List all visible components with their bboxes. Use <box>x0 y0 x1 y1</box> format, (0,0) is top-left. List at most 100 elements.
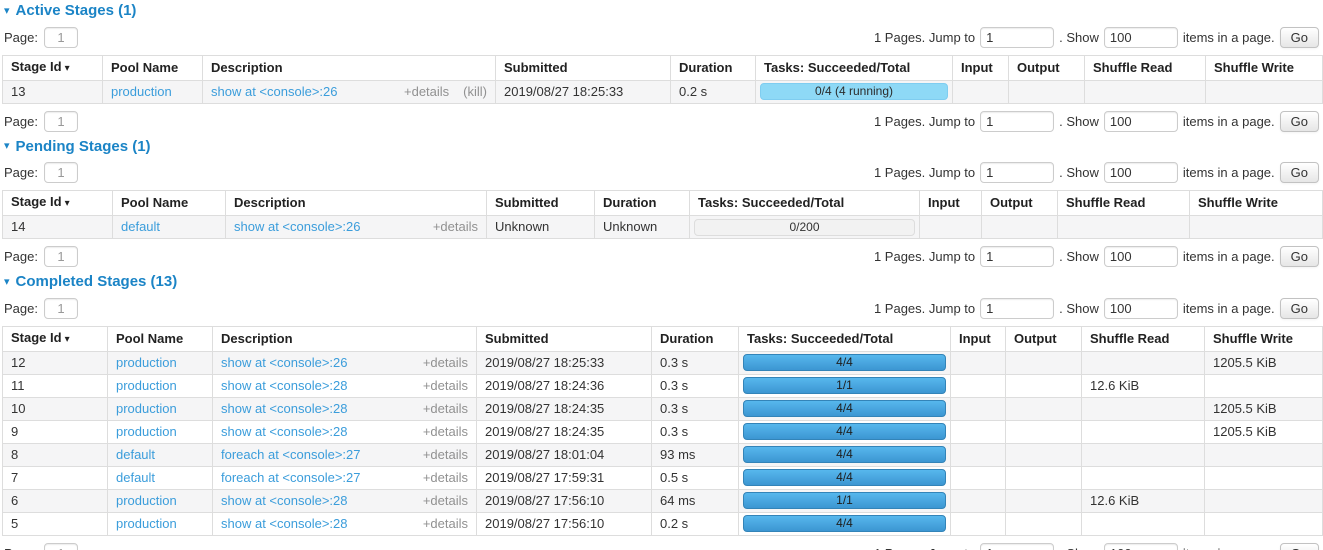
description-link[interactable]: show at <console>:28 <box>221 378 348 393</box>
column-header-input[interactable]: Input <box>950 325 1006 352</box>
column-header-duration[interactable]: Duration <box>594 190 690 216</box>
stage-id: 10 <box>11 400 26 416</box>
section-header-active-stages[interactable]: ▾ Active Stages (1) <box>4 2 1319 20</box>
column-header-label: Submitted <box>485 330 549 346</box>
jump-to-page-input[interactable] <box>980 110 1055 132</box>
pool-name-link[interactable]: production <box>116 377 177 393</box>
column-header-stage-id[interactable]: Stage Id ▾ <box>2 325 108 352</box>
column-header-input[interactable]: Input <box>919 190 982 216</box>
page-number-input[interactable] <box>43 162 78 183</box>
column-header-description[interactable]: Description <box>225 190 487 216</box>
details-toggle[interactable]: +details <box>422 492 468 508</box>
description-link[interactable]: show at <console>:28 <box>221 516 348 531</box>
column-header-submitted[interactable]: Submitted <box>476 325 652 352</box>
duration-value: Unknown <box>603 219 658 234</box>
pool-name-link[interactable]: production <box>116 515 177 531</box>
section-header-pending-stages[interactable]: ▾ Pending Stages (1) <box>4 138 1319 156</box>
column-header-output[interactable]: Output <box>1008 54 1085 81</box>
column-header-stage-id[interactable]: Stage Id ▾ <box>2 190 113 216</box>
details-toggle[interactable]: +details <box>432 219 478 234</box>
jump-to-page-input[interactable] <box>980 297 1055 319</box>
jump-to-page-input[interactable] <box>980 246 1055 267</box>
page-number-input[interactable] <box>43 26 78 48</box>
kill-link[interactable]: (kill) <box>463 83 487 99</box>
pool-name-link[interactable]: production <box>111 83 172 99</box>
details-toggle[interactable]: +details <box>404 83 450 99</box>
items-per-page-input[interactable] <box>1103 246 1178 267</box>
column-header-pool-name[interactable]: Pool Name <box>107 325 213 352</box>
column-header-label: Output <box>990 195 1033 210</box>
submitted-value: 2019/08/27 17:59:31 <box>485 469 605 485</box>
column-header-shuffle-read[interactable]: Shuffle Read <box>1081 325 1205 352</box>
jump-to-page-input[interactable] <box>980 26 1055 48</box>
pool-name-link[interactable]: production <box>116 492 177 508</box>
column-header-tasks-succeeded-total[interactable]: Tasks: Succeeded/Total <box>689 190 920 216</box>
go-button[interactable]: Go <box>1279 246 1319 267</box>
column-header-label: Shuffle Write <box>1198 195 1278 210</box>
column-header-output[interactable]: Output <box>981 190 1058 216</box>
column-header-shuffle-read[interactable]: Shuffle Read <box>1084 54 1206 81</box>
column-header-submitted[interactable]: Submitted <box>486 190 595 216</box>
go-button[interactable]: Go <box>1279 26 1319 48</box>
column-header-input[interactable]: Input <box>952 54 1009 81</box>
description-link[interactable]: show at <console>:28 <box>221 401 348 416</box>
description-link[interactable]: show at <console>:26 <box>211 84 338 99</box>
column-header-shuffle-write[interactable]: Shuffle Write <box>1204 325 1323 352</box>
column-header-duration[interactable]: Duration <box>670 54 756 81</box>
column-header-shuffle-write[interactable]: Shuffle Write <box>1205 54 1323 81</box>
description-link[interactable]: show at <console>:28 <box>221 493 348 508</box>
details-toggle[interactable]: +details <box>422 354 468 370</box>
description-link[interactable]: foreach at <console>:27 <box>221 447 361 462</box>
description-link[interactable]: show at <console>:26 <box>234 220 361 234</box>
column-header-description[interactable]: Description <box>212 325 477 352</box>
items-per-page-input[interactable] <box>1103 542 1178 550</box>
page-number-input[interactable] <box>43 246 78 267</box>
description-link[interactable]: foreach at <console>:27 <box>221 470 361 485</box>
pool-name-link[interactable]: default <box>116 446 156 462</box>
items-per-page-input[interactable] <box>1103 162 1178 183</box>
page-number-input[interactable] <box>43 297 78 319</box>
details-toggle[interactable]: +details <box>422 400 468 416</box>
description-link[interactable]: show at <console>:28 <box>221 424 348 439</box>
column-header-stage-id[interactable]: Stage Id ▾ <box>2 54 103 81</box>
go-button[interactable]: Go <box>1279 162 1319 183</box>
pool-name-link[interactable]: production <box>116 400 177 416</box>
details-toggle[interactable]: +details <box>422 446 468 462</box>
items-per-page-input[interactable] <box>1103 26 1178 48</box>
description-wrap: show at <console>:28 +details <box>221 377 468 393</box>
description-link[interactable]: show at <console>:26 <box>221 355 348 370</box>
jump-to-page-input[interactable] <box>980 542 1055 550</box>
page-number-input[interactable] <box>43 542 78 550</box>
column-header-pool-name[interactable]: Pool Name <box>102 54 203 81</box>
column-header-shuffle-read[interactable]: Shuffle Read <box>1057 190 1190 216</box>
pool-name-link[interactable]: production <box>116 354 177 370</box>
page-control: Page: <box>2 246 78 267</box>
go-button[interactable]: Go <box>1279 542 1319 550</box>
column-header-tasks-succeeded-total[interactable]: Tasks: Succeeded/Total <box>738 325 951 352</box>
column-header-submitted[interactable]: Submitted <box>495 54 671 81</box>
show-label: . Show <box>1059 29 1099 45</box>
details-toggle[interactable]: +details <box>422 377 468 393</box>
details-toggle[interactable]: +details <box>422 469 468 485</box>
details-toggle[interactable]: +details <box>422 423 468 439</box>
pool-name-link[interactable]: default <box>116 469 156 485</box>
pool-name-link[interactable]: default <box>121 219 161 234</box>
items-per-page-input[interactable] <box>1103 297 1178 319</box>
page-number-input[interactable] <box>43 110 78 132</box>
column-header-duration[interactable]: Duration <box>651 325 739 352</box>
column-header-description[interactable]: Description <box>202 54 496 81</box>
go-button[interactable]: Go <box>1279 297 1319 319</box>
column-header-shuffle-write[interactable]: Shuffle Write <box>1189 190 1323 216</box>
column-header-output[interactable]: Output <box>1005 325 1082 352</box>
section-header-completed-stages[interactable]: ▾ Completed Stages (13) <box>4 273 1319 291</box>
column-header-pool-name[interactable]: Pool Name <box>112 190 226 216</box>
details-toggle[interactable]: +details <box>422 515 468 531</box>
go-button[interactable]: Go <box>1279 110 1319 132</box>
column-header-label: Duration <box>679 59 733 75</box>
items-per-page-input[interactable] <box>1103 110 1178 132</box>
shuffle-write-cell <box>1205 79 1323 104</box>
stage-id: 7 <box>11 469 19 485</box>
pool-name-link[interactable]: production <box>116 423 177 439</box>
jump-to-page-input[interactable] <box>980 162 1055 183</box>
column-header-tasks-succeeded-total[interactable]: Tasks: Succeeded/Total <box>755 54 953 81</box>
